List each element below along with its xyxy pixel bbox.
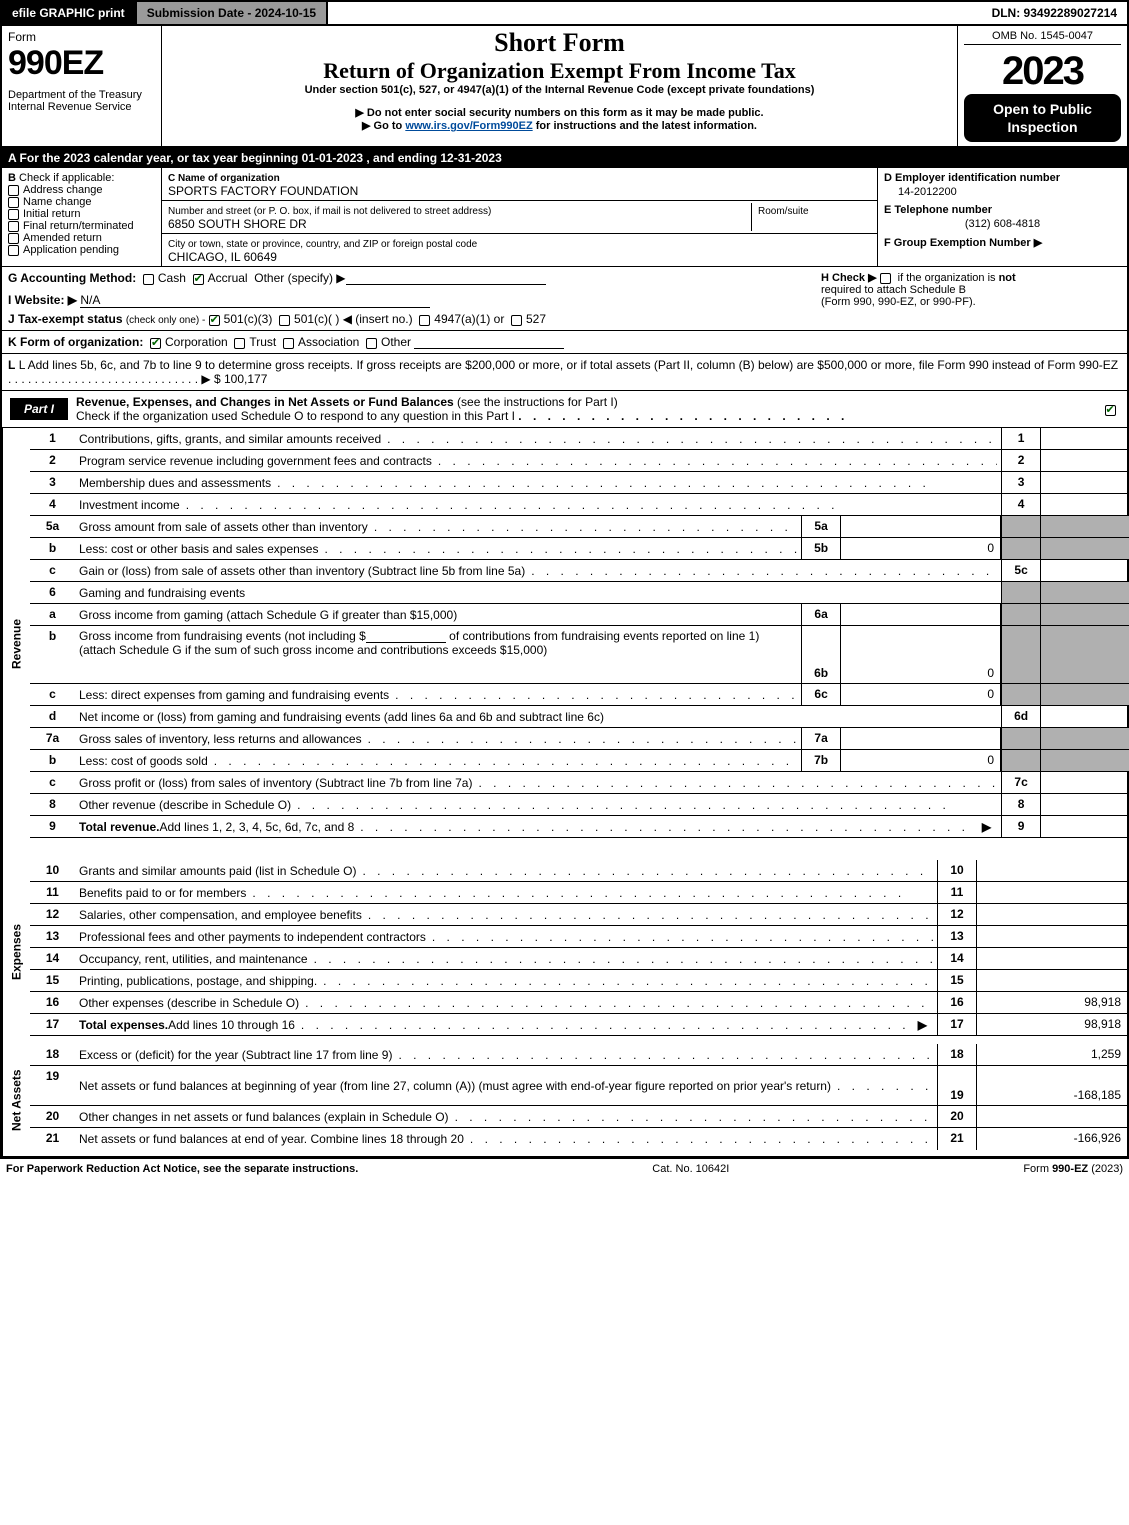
revenue-label: Revenue [2,428,30,860]
telephone: (312) 608-4818 [884,216,1121,236]
form-number: 990EZ [8,44,155,83]
header-left: Form 990EZ Department of the Treasury In… [2,26,162,146]
box-h: H Check ▶ if the organization is not req… [821,271,1121,308]
line7c-value: 0 [1041,772,1129,793]
name-change-checkbox[interactable] [8,197,19,208]
j-501c3-checkbox[interactable] [209,315,220,326]
j-501c-checkbox[interactable] [279,315,290,326]
header-center: Short Form Return of Organization Exempt… [162,26,957,146]
box-c: C Name of organization SPORTS FACTORY FO… [162,168,877,266]
box-def: D Employer identification number 14-2012… [877,168,1127,266]
under-section: Under section 501(c), 527, or 4947(a)(1)… [168,84,951,96]
accrual-checkbox[interactable] [193,274,204,285]
org-name: SPORTS FACTORY FOUNDATION [168,184,358,198]
application-pending-checkbox[interactable] [8,245,19,256]
note-ssn: ▶ Do not enter social security numbers o… [168,106,951,119]
addr-change-checkbox[interactable] [8,185,19,196]
website-label: I Website: ▶ [8,293,77,307]
final-return-checkbox[interactable] [8,221,19,232]
part1-schedo-checkbox[interactable] [1105,405,1116,416]
section-bcd: B Check if applicable: Address change Na… [0,168,1129,267]
catalog-number: Cat. No. 10642I [358,1163,1023,1175]
j-527-checkbox[interactable] [511,315,522,326]
note-goto: ▶ Go to www.irs.gov/Form990EZ for instru… [168,119,951,132]
open-to-public: Open to Public Inspection [964,94,1121,142]
short-form-title: Short Form [168,28,951,58]
part1-badge: Part I [10,398,68,420]
irs-link[interactable]: www.irs.gov/Form990EZ [405,120,532,132]
amended-return-checkbox[interactable] [8,233,19,244]
line6b-value: 0 [841,626,1001,683]
line9-value: 100,177 [1041,816,1129,837]
line2-value: 0 [1041,450,1129,471]
cash-checkbox[interactable] [143,274,154,285]
line21-value: -166,926 [977,1128,1127,1150]
line-a: A For the 2023 calendar year, or tax yea… [0,148,1129,168]
topbar: efile GRAPHIC print Submission Date - 20… [0,0,1129,26]
street: 6850 SOUTH SHORE DR [168,217,307,231]
form-word: Form [8,30,155,44]
gross-receipts: 100,177 [224,372,267,386]
line5c-value: 0 [1041,560,1129,581]
city-state-zip: CHICAGO, IL 60649 [168,250,277,264]
line1-value: 100,177 [1041,428,1129,449]
expenses-label: Expenses [2,860,30,1044]
line18-value: 1,259 [977,1044,1127,1065]
tax-exempt-label: J Tax-exempt status [8,312,123,326]
part1-grid: Revenue 1Contributions, gifts, grants, a… [0,428,1129,1158]
paperwork-notice: For Paperwork Reduction Act Notice, see … [6,1163,358,1175]
part1-header: Part I Revenue, Expenses, and Changes in… [0,391,1129,428]
line7b-value: 0 [841,750,1001,771]
line19-value: -168,185 [977,1066,1127,1105]
section-l: L L Add lines 5b, 6c, and 7b to line 9 t… [0,354,1129,391]
department: Department of the Treasury Internal Reve… [8,89,155,113]
ein: 14-2012200 [884,184,1121,204]
accounting-label: G Accounting Method: [8,271,136,285]
k-corp-checkbox[interactable] [150,338,161,349]
section-ghij: G Accounting Method: Cash Accrual Other … [0,267,1129,331]
line5b-value: 0 [841,538,1001,559]
submission-date: Submission Date - 2024-10-15 [135,2,328,24]
line16-value: 98,918 [977,992,1127,1013]
net-assets-label: Net Assets [2,1044,30,1156]
omb-number: OMB No. 1545-0047 [964,30,1121,45]
line17-value: 98,918 [977,1014,1127,1035]
k-other-checkbox[interactable] [366,338,377,349]
tax-year: 2023 [964,49,1121,94]
section-k: K Form of organization: Corporation Trus… [0,331,1129,354]
box-b: B Check if applicable: Address change Na… [2,168,162,266]
line6d-value: 0 [1041,706,1129,727]
k-assoc-checkbox[interactable] [283,338,294,349]
h-checkbox[interactable] [880,273,891,284]
form-footer: Form 990-EZ (2023) [1023,1163,1123,1175]
page-footer: For Paperwork Reduction Act Notice, see … [0,1158,1129,1179]
dln: DLN: 93492289027214 [982,2,1127,24]
efile-print[interactable]: efile GRAPHIC print [2,2,135,24]
form-header: Form 990EZ Department of the Treasury In… [0,26,1129,148]
line6c-value: 0 [841,684,1001,705]
header-right: OMB No. 1545-0047 2023 Open to Public In… [957,26,1127,146]
line4-value: 0 [1041,494,1129,515]
website: N/A [80,293,430,308]
line3-value: 0 [1041,472,1129,493]
initial-return-checkbox[interactable] [8,209,19,220]
return-title: Return of Organization Exempt From Incom… [168,58,951,84]
j-4947-checkbox[interactable] [419,315,430,326]
k-trust-checkbox[interactable] [234,338,245,349]
